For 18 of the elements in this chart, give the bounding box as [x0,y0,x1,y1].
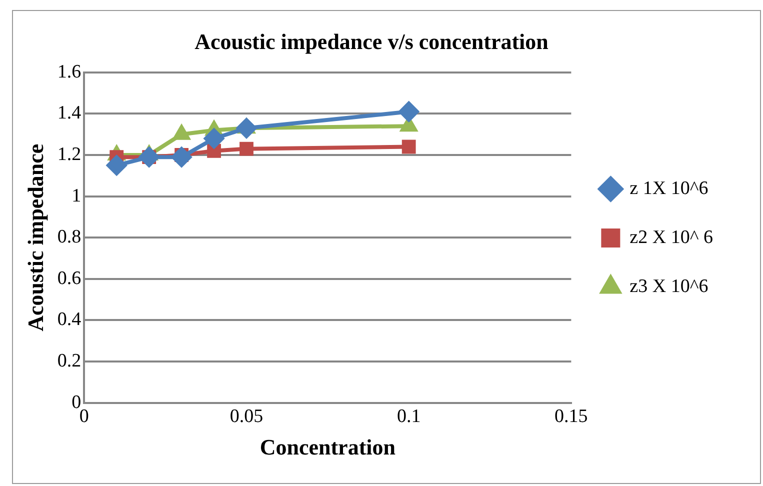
y-tick-label: 1.6 [57,61,82,82]
y-tick-label: 0.6 [57,268,82,289]
y-axis-title: Acoustic impedance [22,144,48,332]
y-tick-label: 1 [72,185,82,206]
legend-label: z 1X 10^6 [630,178,708,199]
legend-label: z2 X 10^ 6 [630,226,714,248]
y-tick-label: 0.4 [57,309,82,330]
y-tick-label: 0.2 [57,350,82,372]
y-tick-label: 0.8 [57,226,82,248]
x-tick-label: 0.15 [554,406,588,428]
x-axis-title: Concentration [260,434,396,460]
y-tick-label: 1.2 [57,144,82,165]
x-tick-label: 0.05 [230,406,264,428]
y-tick-label: 1.4 [57,102,82,124]
legend-label: z3 X 10^6 [630,276,708,297]
chart-title: Acoustic impedance v/s concentration [194,28,548,54]
x-tick-label: 0.1 [396,406,421,428]
y-tick-label: 0 [72,392,82,413]
